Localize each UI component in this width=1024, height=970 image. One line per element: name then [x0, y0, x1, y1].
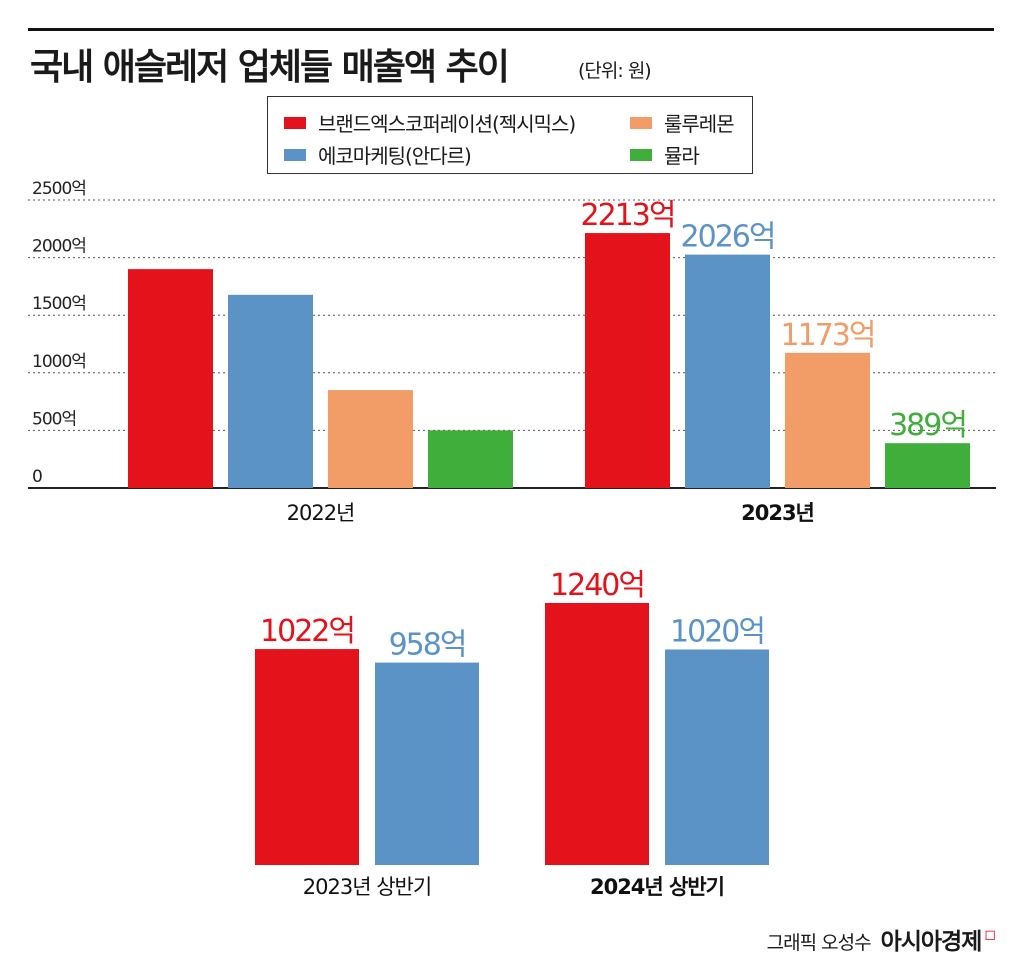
bar-1-1 — [128, 269, 213, 488]
y-tick-label: 1500억 — [32, 294, 86, 314]
y-tick-label: 1000억 — [32, 352, 86, 372]
legend-swatch — [284, 148, 306, 161]
unit-label: (단위: 원) — [578, 60, 652, 82]
bar-4-2 — [885, 443, 970, 488]
legend: 브랜드엑스코퍼레이션(젝시믹스) 룰루레몬 에코마케팅(안다르) 뮬라 — [267, 96, 753, 174]
y-tick-label: 500억 — [32, 409, 76, 429]
legend-swatch — [284, 116, 306, 129]
legend-label: 뮬라 — [664, 144, 700, 168]
credit-author: 그래픽 오성수 — [766, 932, 872, 954]
bar-3-1 — [328, 390, 413, 488]
bar-3-2 — [785, 352, 870, 488]
annual-sales-chart: 0 500억 1000억 1500억 2000억 2500억 2022년 2213억2026억… — [28, 179, 996, 525]
legend-item-xexymix: 브랜드엑스코퍼레이션(젝시믹스) — [284, 108, 576, 137]
category-label: 2023년 — [741, 501, 814, 525]
data-label: 1173억 — [781, 318, 875, 353]
bar-4-1 — [428, 430, 513, 488]
data-label: 389억 — [889, 408, 966, 443]
data-label: 1022억 — [260, 614, 354, 649]
legend-swatch — [630, 148, 652, 161]
category-label: 2022년 — [287, 501, 355, 525]
bar-2-1 — [228, 294, 313, 488]
legend-label: 에코마케팅(안다르) — [318, 144, 472, 168]
title-rule — [28, 28, 994, 31]
bar-2-2 — [685, 254, 770, 488]
legend-swatch — [630, 116, 652, 129]
y-tick-label: 2000억 — [32, 237, 86, 257]
y-tick-label: 2500억 — [32, 179, 86, 199]
data-label: 958억 — [389, 628, 466, 663]
credit: 그래픽 오성수 아시아경제 ◻ — [767, 922, 996, 956]
data-label: 1240억 — [550, 568, 644, 603]
data-label: 2213억 — [581, 198, 675, 233]
half-bar-1-2 — [545, 603, 649, 865]
data-label: 2026억 — [681, 220, 775, 255]
legend-label: 브랜드엑스코퍼레이션(젝시믹스) — [318, 112, 576, 136]
bar-1-2 — [585, 233, 670, 488]
chart-title: 국내 애슬레저 업체들 매출액 추이 — [30, 47, 510, 88]
category-label: 2023년 상반기 — [303, 875, 431, 899]
category-label: 2024년 상반기 — [590, 875, 724, 899]
half-bar-1-1 — [255, 649, 359, 865]
credit-brand: 아시아경제 — [880, 929, 983, 955]
legend-item-lululemon: 룰루레몬 — [630, 108, 735, 137]
brand-mark-icon: ◻ — [984, 927, 996, 943]
legend-item-mulla: 뮬라 — [630, 140, 700, 169]
legend-label: 룰루레몬 — [664, 112, 735, 136]
data-label: 1020억 — [670, 614, 764, 649]
y-tick-label: 0 — [32, 467, 42, 487]
half-bar-2-2 — [665, 649, 769, 865]
half-bar-2-1 — [375, 662, 479, 865]
legend-item-andar: 에코마케팅(안다르) — [284, 140, 472, 169]
